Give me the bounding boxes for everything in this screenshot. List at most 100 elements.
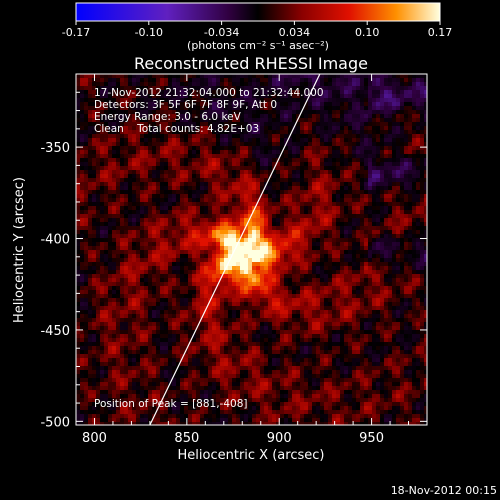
heatmap-cell <box>108 294 113 299</box>
heatmap-cell <box>392 82 397 87</box>
heatmap-cell <box>140 74 145 79</box>
heatmap-cell <box>352 86 357 91</box>
heatmap-cell <box>88 274 93 279</box>
heatmap-cell <box>244 118 249 123</box>
heatmap-cell <box>404 202 409 207</box>
heatmap-cell <box>332 294 337 299</box>
heatmap-cell <box>184 222 189 227</box>
heatmap-cell <box>260 246 265 251</box>
heatmap-cell <box>280 134 285 139</box>
heatmap-cell <box>304 142 309 147</box>
heatmap-cell <box>236 298 241 303</box>
heatmap-cell <box>300 194 305 199</box>
heatmap-cell <box>288 90 293 95</box>
heatmap-cell <box>244 134 249 139</box>
heatmap-cell <box>128 210 133 215</box>
heatmap-cell <box>228 118 233 123</box>
heatmap-cell <box>228 90 233 95</box>
heatmap-cell <box>128 138 133 143</box>
heatmap-cell <box>192 190 197 195</box>
heatmap-cell <box>88 182 93 187</box>
heatmap-cell <box>96 162 101 167</box>
heatmap-cell <box>352 206 357 211</box>
heatmap-cell <box>416 78 421 83</box>
heatmap-cell <box>248 170 253 175</box>
heatmap-cell <box>156 146 161 151</box>
heatmap-cell <box>248 238 253 243</box>
heatmap-cell <box>124 294 129 299</box>
heatmap-cell <box>180 114 185 119</box>
heatmap-cell <box>112 178 117 183</box>
heatmap-cell <box>96 114 101 119</box>
heatmap-cell <box>100 78 105 83</box>
heatmap-cell <box>392 194 397 199</box>
heatmap-cell <box>424 166 427 171</box>
heatmap-cell <box>332 278 337 283</box>
heatmap-cell <box>88 82 93 87</box>
heatmap-cell <box>196 154 201 159</box>
heatmap-cell <box>392 170 397 175</box>
heatmap-cell <box>92 90 97 95</box>
heatmap-cell <box>252 290 257 295</box>
heatmap-cell <box>220 214 225 219</box>
heatmap-cell <box>172 234 177 239</box>
heatmap-cell <box>376 78 381 83</box>
heatmap-cell <box>236 158 241 163</box>
heatmap-cell <box>328 246 333 251</box>
heatmap-cell <box>184 122 189 127</box>
heatmap-cell <box>84 202 89 207</box>
heatmap-cell <box>160 134 165 139</box>
heatmap-cell <box>248 118 253 123</box>
heatmap-cell <box>236 254 241 259</box>
heatmap-cell <box>420 82 425 87</box>
heatmap-cell <box>116 102 121 107</box>
heatmap-cell <box>372 126 377 131</box>
heatmap-cell <box>284 182 289 187</box>
heatmap-cell <box>416 110 421 115</box>
heatmap-cell <box>320 194 325 199</box>
heatmap-cell <box>264 142 269 147</box>
heatmap-cell <box>372 174 377 179</box>
heatmap-cell <box>332 138 337 143</box>
heatmap-cell <box>376 226 381 231</box>
heatmap-cell <box>92 250 97 255</box>
heatmap-cell <box>308 146 313 151</box>
heatmap-cell <box>300 142 305 147</box>
heatmap-cell <box>256 170 261 175</box>
heatmap-cell <box>100 102 105 107</box>
heatmap-cell <box>132 78 137 83</box>
heatmap-cell <box>252 226 257 231</box>
heatmap-cell <box>216 258 221 263</box>
heatmap-cell <box>220 102 225 107</box>
heatmap-cell <box>76 102 81 107</box>
heatmap-cell <box>276 98 281 103</box>
heatmap-cell <box>380 238 385 243</box>
heatmap-cell <box>392 110 397 115</box>
heatmap-cell <box>236 218 241 223</box>
heatmap-cell <box>156 126 161 131</box>
heatmap-cell <box>296 154 301 159</box>
heatmap-cell <box>80 78 85 83</box>
heatmap-cell <box>308 230 313 235</box>
heatmap-cell <box>276 94 281 99</box>
heatmap-cell <box>424 266 427 271</box>
heatmap-cell <box>320 246 325 251</box>
heatmap-cell <box>76 86 81 91</box>
heatmap-cell <box>144 250 149 255</box>
heatmap-cell <box>384 238 389 243</box>
heatmap-cell <box>256 86 261 91</box>
heatmap-cell <box>384 274 389 279</box>
heatmap-cell <box>336 222 341 227</box>
heatmap-cell <box>316 278 321 283</box>
heatmap-cell <box>184 210 189 215</box>
heatmap-cell <box>320 258 325 263</box>
heatmap-cell <box>368 222 373 227</box>
heatmap-cell <box>132 166 137 171</box>
heatmap-cell <box>388 294 393 299</box>
heatmap-cell <box>96 134 101 139</box>
heatmap-cell <box>92 146 97 151</box>
heatmap-cell <box>148 98 153 103</box>
heatmap-cell <box>292 106 297 111</box>
heatmap-cell <box>344 198 349 203</box>
heatmap-cell <box>412 114 417 119</box>
